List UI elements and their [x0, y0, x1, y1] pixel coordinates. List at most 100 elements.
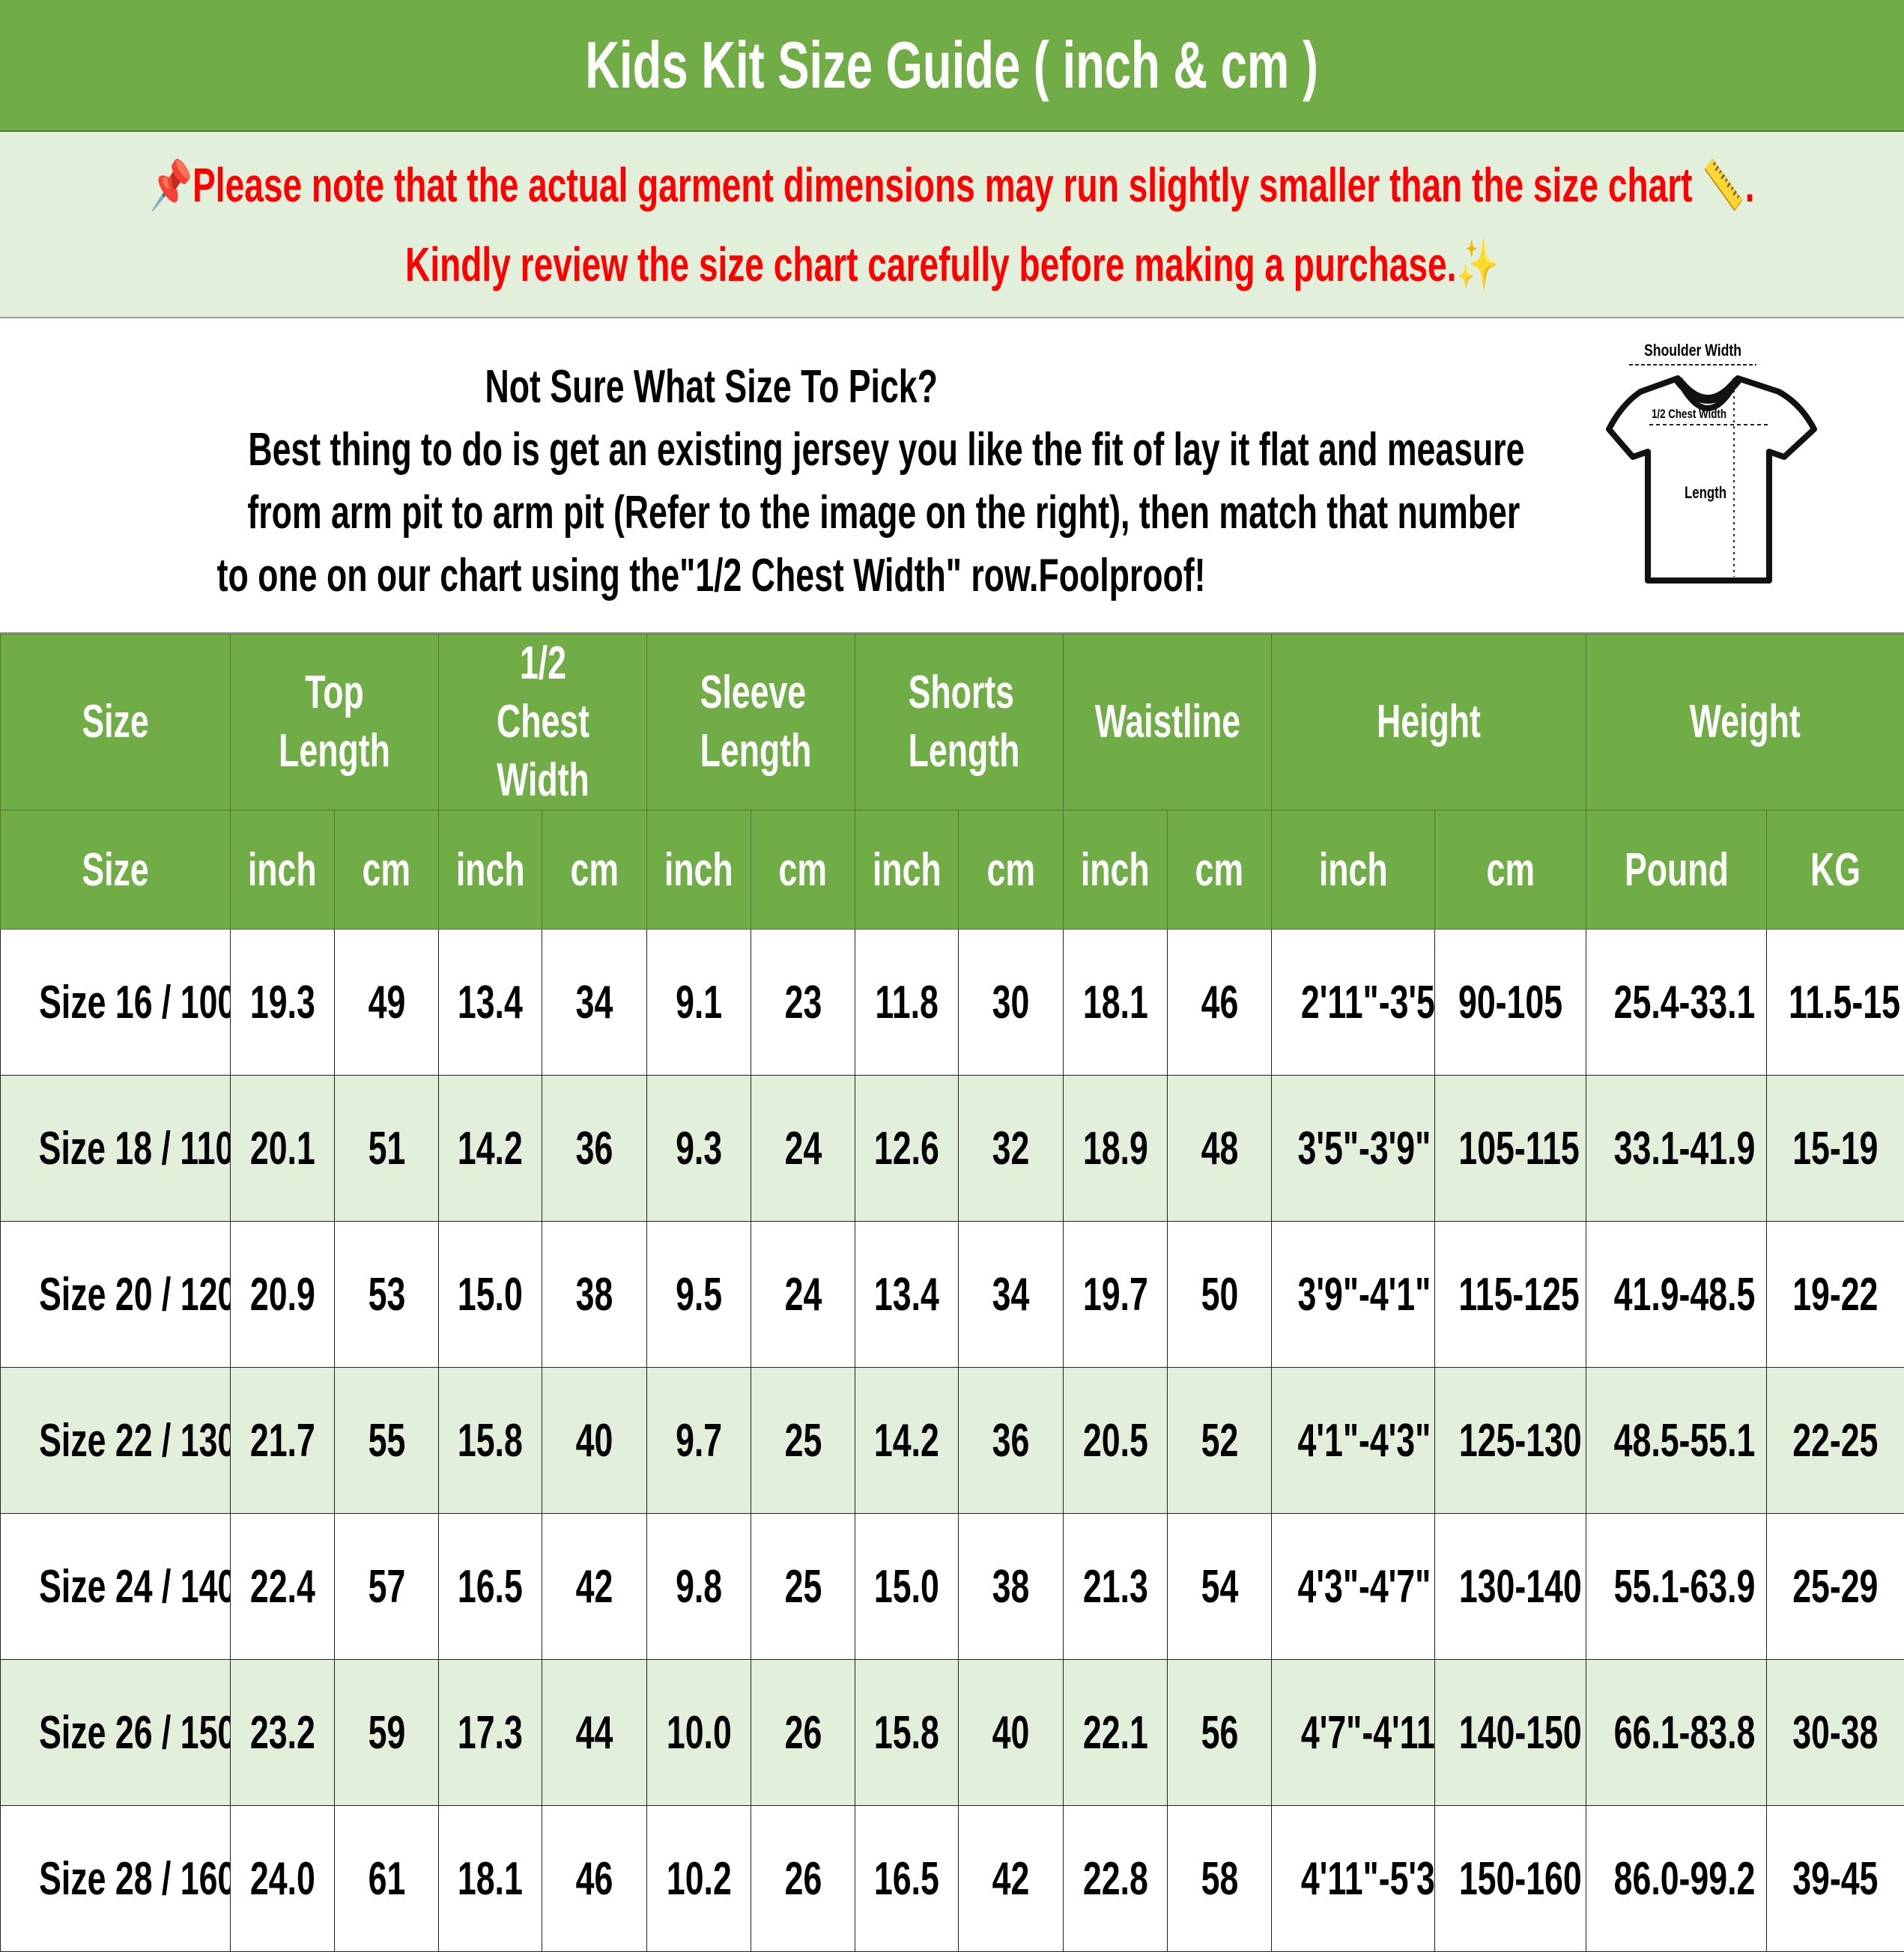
table-cell: 10.2 — [647, 1806, 751, 1952]
table-cell: 38 — [959, 1514, 1064, 1660]
page-title: Kids Kit Size Guide ( inch & cm ) — [0, 0, 1904, 132]
table-cell: 40 — [959, 1660, 1064, 1806]
table-cell: 24.0 — [231, 1806, 335, 1952]
unit-header: inch — [1064, 810, 1168, 930]
table-cell: 51 — [335, 1076, 439, 1222]
table-cell: 33.1-41.9 — [1586, 1076, 1767, 1222]
table-cell: 25 — [751, 1514, 855, 1660]
advice-heading: Not Sure What Size To Pick? — [485, 356, 938, 419]
table-cell: 19.7 — [1064, 1222, 1168, 1368]
table-cell: 32 — [959, 1076, 1064, 1222]
table-cell: Size 16 / 100 — [1, 930, 231, 1076]
column-group-header: Height — [1272, 634, 1586, 810]
table-cell: 9.7 — [647, 1368, 751, 1514]
unit-header: Pound — [1586, 810, 1767, 930]
tshirt-diagram: Shoulder Width 1/2 Chest Width Length — [1595, 333, 1835, 625]
table-cell: 34 — [959, 1222, 1064, 1368]
table-cell: Size 20 / 120 — [1, 1222, 231, 1368]
table-cell: 55 — [335, 1368, 439, 1514]
chest-width-label: 1/2 Chest Width — [1652, 407, 1726, 421]
table-cell: 17.3 — [439, 1660, 542, 1806]
table-cell: 48.5-55.1 — [1586, 1368, 1767, 1514]
table-cell: 26 — [751, 1806, 855, 1952]
unit-header: inch — [231, 810, 335, 930]
unit-header: cm — [751, 810, 855, 930]
table-cell: Size 22 / 130 — [1, 1368, 231, 1514]
table-cell: 24 — [751, 1222, 855, 1368]
table-cell: 130-140 — [1435, 1514, 1586, 1660]
table-cell: 18.1 — [439, 1806, 542, 1952]
table-cell: 22-25 — [1767, 1368, 1904, 1514]
table-cell: 21.3 — [1064, 1514, 1168, 1660]
table-cell: 10.0 — [647, 1660, 751, 1806]
table-cell: Size 24 / 140 — [1, 1514, 231, 1660]
table-cell: 21.7 — [231, 1368, 335, 1514]
table-cell: 46 — [1168, 930, 1272, 1076]
unit-header: cm — [1435, 810, 1586, 930]
table-cell: 15.0 — [439, 1222, 542, 1368]
table-cell: 55.1-63.9 — [1586, 1514, 1767, 1660]
table-cell: 19-22 — [1767, 1222, 1904, 1368]
table-cell: 58 — [1168, 1806, 1272, 1952]
column-group-header: 1/2 Chest Width — [439, 634, 647, 810]
shoulder-width-label: Shoulder Width — [1644, 341, 1741, 360]
table-cell: 11.8 — [855, 930, 959, 1076]
table-cell: 16.5 — [439, 1514, 542, 1660]
column-group-header: Weight — [1586, 634, 1904, 810]
table-cell: 125-130 — [1435, 1368, 1586, 1514]
table-cell: 39-45 — [1767, 1806, 1904, 1952]
column-group-header: Size — [1, 634, 231, 810]
table-cell: 90-105 — [1435, 930, 1586, 1076]
unit-header: cm — [335, 810, 439, 930]
table-cell: 36 — [542, 1076, 647, 1222]
table-cell: 25-29 — [1767, 1514, 1904, 1660]
table-cell: 30 — [959, 930, 1064, 1076]
table-cell: 54 — [1168, 1514, 1272, 1660]
size-notice: 📌Please note that the actual garment dim… — [0, 132, 1904, 318]
table-cell: 22.4 — [231, 1514, 335, 1660]
sizing-advice: Not Sure What Size To Pick? Best thing t… — [0, 318, 1904, 634]
table-cell: 15.8 — [439, 1368, 542, 1514]
table-cell: 150-160 — [1435, 1806, 1586, 1952]
table-cell: 22.1 — [1064, 1660, 1168, 1806]
table-cell: 53 — [335, 1222, 439, 1368]
pushpin-icon: 📌 — [150, 158, 192, 212]
table-cell: Size 26 / 150 — [1, 1660, 231, 1806]
table-cell: 52 — [1168, 1368, 1272, 1514]
unit-header: Size — [1, 810, 231, 930]
column-group-header: Shorts Length — [855, 634, 1064, 810]
table-cell: 25 — [751, 1368, 855, 1514]
table-cell: 42 — [542, 1514, 647, 1660]
column-group-header: Sleeve Length — [647, 634, 855, 810]
table-cell: 15-19 — [1767, 1076, 1904, 1222]
table-cell: 57 — [335, 1514, 439, 1660]
table-cell: 105-115 — [1435, 1076, 1586, 1222]
table-cell: 23 — [751, 930, 855, 1076]
table-cell: 12.6 — [855, 1076, 959, 1222]
table-cell: 24 — [751, 1076, 855, 1222]
table-cell: 16.5 — [855, 1806, 959, 1952]
table-cell: 2'11"-3'5" — [1272, 930, 1435, 1076]
table-cell: 3'5"-3'9" — [1272, 1076, 1435, 1222]
table-cell: 40 — [542, 1368, 647, 1514]
table-cell: 44 — [542, 1660, 647, 1806]
table-cell: 18.1 — [1064, 930, 1168, 1076]
table-cell: 13.4 — [439, 930, 542, 1076]
table-cell: 66.1-83.8 — [1586, 1660, 1767, 1806]
unit-header: cm — [542, 810, 647, 930]
table-cell: 115-125 — [1435, 1222, 1586, 1368]
unit-header: KG — [1767, 810, 1904, 930]
table-cell: 4'7"-4'11" — [1272, 1660, 1435, 1806]
table-cell: 26 — [751, 1660, 855, 1806]
unit-header: inch — [855, 810, 959, 930]
table-cell: 4'11"-5'3" — [1272, 1806, 1435, 1952]
table-cell: 4'3"-4'7" — [1272, 1514, 1435, 1660]
